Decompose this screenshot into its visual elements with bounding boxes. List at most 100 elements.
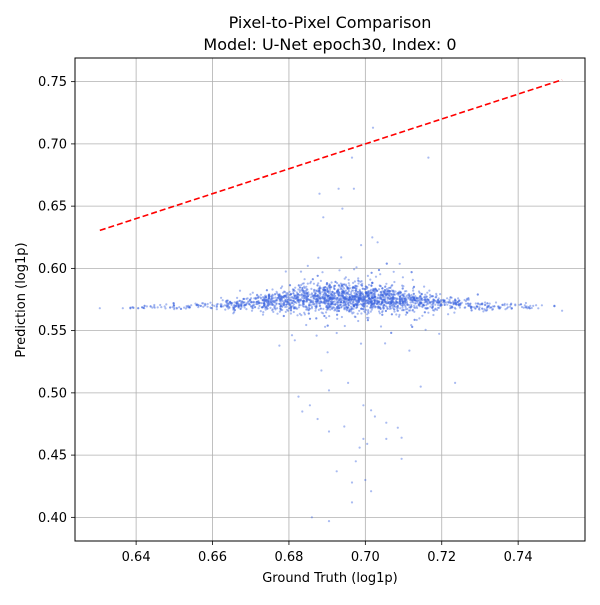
scatter-point — [306, 308, 309, 311]
scatter-point — [184, 307, 187, 310]
scatter-point — [522, 306, 525, 309]
scatter-point — [306, 295, 310, 298]
scatter-point — [342, 304, 345, 307]
scatter-point — [378, 284, 381, 287]
scatter-point — [331, 303, 334, 306]
scatter-point — [277, 296, 280, 299]
scatter-point — [265, 300, 268, 303]
scatter-point — [369, 301, 373, 304]
scatter-point — [313, 297, 316, 301]
scatter-point — [346, 298, 350, 301]
scatter-point — [384, 285, 387, 289]
scatter-point — [232, 307, 235, 310]
scatter-point — [433, 299, 436, 302]
scatter-point — [347, 278, 350, 281]
scatter-point — [404, 299, 407, 302]
scatter-point — [287, 309, 290, 312]
scatter-point — [412, 301, 415, 304]
scatter-point — [384, 293, 387, 296]
scatter-point — [294, 296, 297, 299]
scatter-point — [427, 299, 431, 302]
scatter-point — [400, 297, 403, 300]
scatter-point — [386, 293, 389, 296]
scatter-point — [219, 305, 223, 308]
scatter-point — [299, 294, 302, 297]
scatter-point — [337, 289, 340, 292]
scatter-point — [400, 436, 403, 439]
scatter-point — [309, 299, 312, 302]
scatter-point — [292, 288, 295, 291]
scatter-point — [303, 305, 306, 308]
scatter-point — [401, 287, 404, 290]
scatter-point — [279, 304, 282, 308]
scatter-point — [353, 315, 356, 318]
scatter-point — [302, 302, 305, 305]
scatter-point — [371, 302, 374, 305]
scatter-point — [443, 299, 446, 302]
scatter-point — [300, 293, 303, 296]
scatter-point — [404, 301, 407, 304]
scatter-point — [255, 301, 258, 304]
scatter-point — [289, 299, 292, 302]
scatter-point — [342, 291, 346, 294]
scatter-point — [338, 297, 341, 300]
scatter-point — [330, 298, 333, 302]
scatter-point — [379, 284, 382, 288]
scatter-point — [245, 297, 248, 300]
scatter-point — [432, 298, 435, 301]
y-axis-label: Prediction (log1p) — [14, 242, 29, 357]
scatter-point — [300, 284, 303, 287]
scatter-point — [141, 306, 144, 309]
scatter-point — [402, 309, 405, 312]
scatter-point — [371, 296, 374, 299]
scatter-point — [373, 302, 376, 305]
scatter-point — [454, 298, 457, 301]
scatter-point — [446, 297, 449, 300]
scatter-point — [322, 216, 325, 219]
scatter-point — [370, 304, 373, 307]
scatter-point — [373, 299, 376, 302]
scatter-point — [428, 301, 431, 304]
scatter-point — [325, 298, 328, 301]
scatter-point — [270, 298, 273, 301]
scatter-point — [301, 304, 304, 307]
scatter-point — [386, 306, 389, 309]
scatter-point — [390, 293, 393, 296]
scatter-point — [292, 299, 295, 303]
scatter-point — [344, 297, 348, 300]
scatter-point — [307, 309, 310, 312]
scatter-point — [312, 296, 315, 300]
scatter-point — [381, 301, 384, 304]
scatter-point — [318, 294, 321, 298]
scatter-point — [267, 304, 270, 307]
scatter-point — [287, 302, 290, 305]
scatter-point — [308, 298, 311, 301]
scatter-point — [346, 306, 349, 309]
scatter-point — [443, 300, 446, 303]
scatter-point — [420, 299, 423, 302]
scatter-point — [333, 285, 336, 288]
scatter-point — [447, 300, 450, 304]
scatter-point — [330, 293, 333, 296]
scatter-point — [318, 291, 321, 294]
scatter-point — [242, 297, 245, 301]
scatter-point — [378, 306, 381, 310]
scatter-point — [431, 309, 435, 312]
scatter-point — [391, 297, 394, 300]
scatter-point — [359, 296, 362, 300]
scatter-point — [420, 297, 423, 300]
scatter-point — [389, 298, 392, 301]
scatter-point — [315, 298, 318, 301]
scatter-point — [457, 297, 460, 300]
scatter-point — [518, 303, 521, 306]
scatter-point — [368, 293, 371, 296]
scatter-point — [437, 298, 440, 301]
scatter-point — [467, 304, 470, 307]
scatter-point — [239, 307, 242, 310]
scatter-point — [401, 304, 404, 307]
scatter-point — [391, 298, 394, 301]
scatter-point — [307, 312, 310, 315]
scatter-point — [347, 381, 350, 384]
scatter-point — [364, 291, 367, 294]
